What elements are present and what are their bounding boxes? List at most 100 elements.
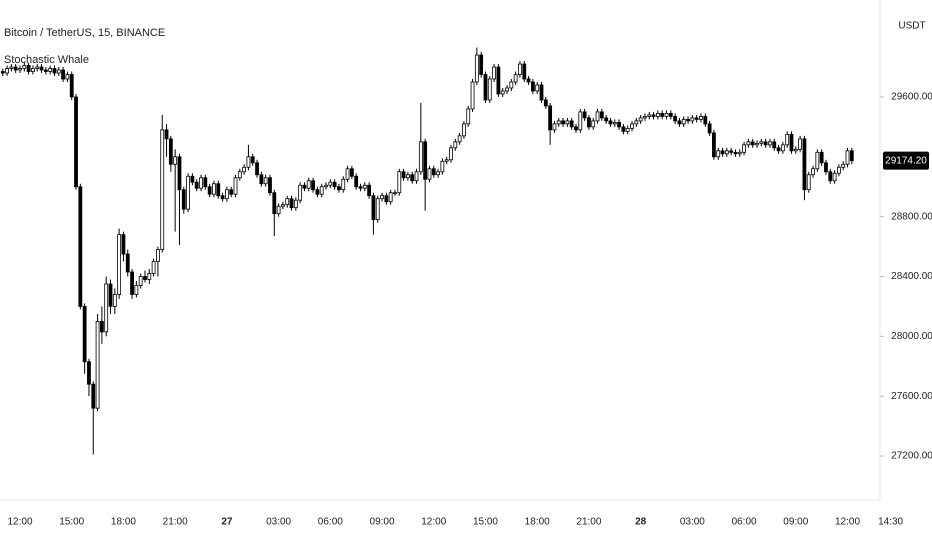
candle-body xyxy=(668,113,673,117)
candle-body xyxy=(660,113,665,117)
candle-body xyxy=(349,168,354,177)
candle-body xyxy=(375,198,380,221)
candle-body xyxy=(729,150,734,153)
candle-body xyxy=(410,174,415,182)
candle-body xyxy=(483,74,488,101)
candle-body xyxy=(362,184,367,189)
candle-body xyxy=(763,141,768,146)
candle-body xyxy=(418,141,423,173)
candle-body xyxy=(298,184,303,201)
candle-body xyxy=(207,186,212,195)
candle-body xyxy=(824,162,828,173)
candle-body xyxy=(104,283,109,333)
candle-body xyxy=(453,141,458,149)
candle-body xyxy=(612,121,617,125)
candle-body xyxy=(819,151,824,164)
candle-body xyxy=(647,114,652,117)
candle-body xyxy=(798,138,803,150)
candle-body xyxy=(574,126,578,131)
y-tick-label: 27200.00 xyxy=(891,451,932,462)
candle-body xyxy=(643,116,647,119)
candle-body xyxy=(56,69,61,74)
candle-body xyxy=(522,63,527,80)
candle-body xyxy=(203,177,208,188)
candle-body xyxy=(160,129,165,250)
candle-body xyxy=(276,205,281,215)
candle-body xyxy=(837,166,841,174)
candle-body xyxy=(811,168,815,176)
x-tick-label: 14:30 xyxy=(878,517,903,528)
candle-body xyxy=(552,123,557,131)
candle-body xyxy=(690,117,695,122)
x-tick-label: 12:00 xyxy=(7,517,32,528)
candle-body xyxy=(806,174,811,191)
indicator-label: Stochastic Whale xyxy=(4,54,89,66)
candle-body xyxy=(388,192,393,203)
x-tick-label: 12:00 xyxy=(421,517,446,528)
candle-body xyxy=(673,116,678,122)
candle-body xyxy=(263,177,268,185)
candle-body xyxy=(548,105,553,131)
candle-body xyxy=(134,285,139,295)
x-tick-label: 03:00 xyxy=(266,517,291,528)
candle-body xyxy=(112,294,117,307)
candle-body xyxy=(255,162,259,176)
candle-body xyxy=(780,144,785,152)
candle-body xyxy=(694,117,699,120)
candle-body xyxy=(466,108,471,125)
candle-body xyxy=(48,68,53,72)
candle-body xyxy=(569,120,574,128)
y-tick-label: 27600.00 xyxy=(891,391,932,402)
candle-body xyxy=(707,123,712,134)
price-axis-unit: USDT xyxy=(898,21,925,32)
candle-body xyxy=(345,168,350,180)
candle-body xyxy=(151,261,156,274)
candle-body xyxy=(841,163,846,168)
candle-body xyxy=(712,132,716,158)
candle-body xyxy=(720,150,725,155)
candle-body xyxy=(35,66,40,69)
candle-body xyxy=(272,192,277,215)
y-tick-label: 29600.00 xyxy=(891,92,932,103)
candle-body xyxy=(755,142,759,146)
candle-body xyxy=(604,117,609,122)
candle-body xyxy=(233,177,238,195)
candle-body xyxy=(289,198,294,209)
candle-body xyxy=(393,192,397,195)
candle-body xyxy=(500,90,505,95)
candle-body xyxy=(832,172,837,182)
candle-body xyxy=(621,126,626,132)
candle-body xyxy=(138,276,143,286)
candle-body xyxy=(69,74,74,98)
candle-body xyxy=(216,183,221,197)
candle-body xyxy=(354,175,359,188)
x-tick-label: 12:00 xyxy=(835,517,860,528)
candle-body xyxy=(617,121,621,128)
candle-body xyxy=(440,160,445,173)
candle-body xyxy=(194,181,199,189)
candle-body xyxy=(18,68,22,71)
candle-body xyxy=(785,133,790,146)
candle-body xyxy=(285,198,290,206)
candle-body xyxy=(337,186,341,191)
candle-body xyxy=(324,184,328,188)
candle-body xyxy=(384,195,389,203)
candle-body xyxy=(156,249,160,262)
candle-body xyxy=(651,114,656,117)
x-tick-label: 21:00 xyxy=(163,517,188,528)
candle-body xyxy=(677,120,682,125)
candle-body xyxy=(565,120,570,125)
candle-body xyxy=(220,195,225,200)
x-tick-label: 15:00 xyxy=(473,517,498,528)
candle-body xyxy=(229,189,234,195)
candle-body xyxy=(556,120,561,125)
candle-body xyxy=(177,156,182,191)
candle-body xyxy=(750,141,755,146)
candle-body xyxy=(26,65,31,72)
candle-body xyxy=(173,156,178,165)
candle-body xyxy=(496,66,501,95)
candle-body xyxy=(828,171,833,182)
candle-body xyxy=(95,320,100,409)
y-tick-label: 28400.00 xyxy=(891,271,932,282)
candle-body xyxy=(746,141,751,146)
